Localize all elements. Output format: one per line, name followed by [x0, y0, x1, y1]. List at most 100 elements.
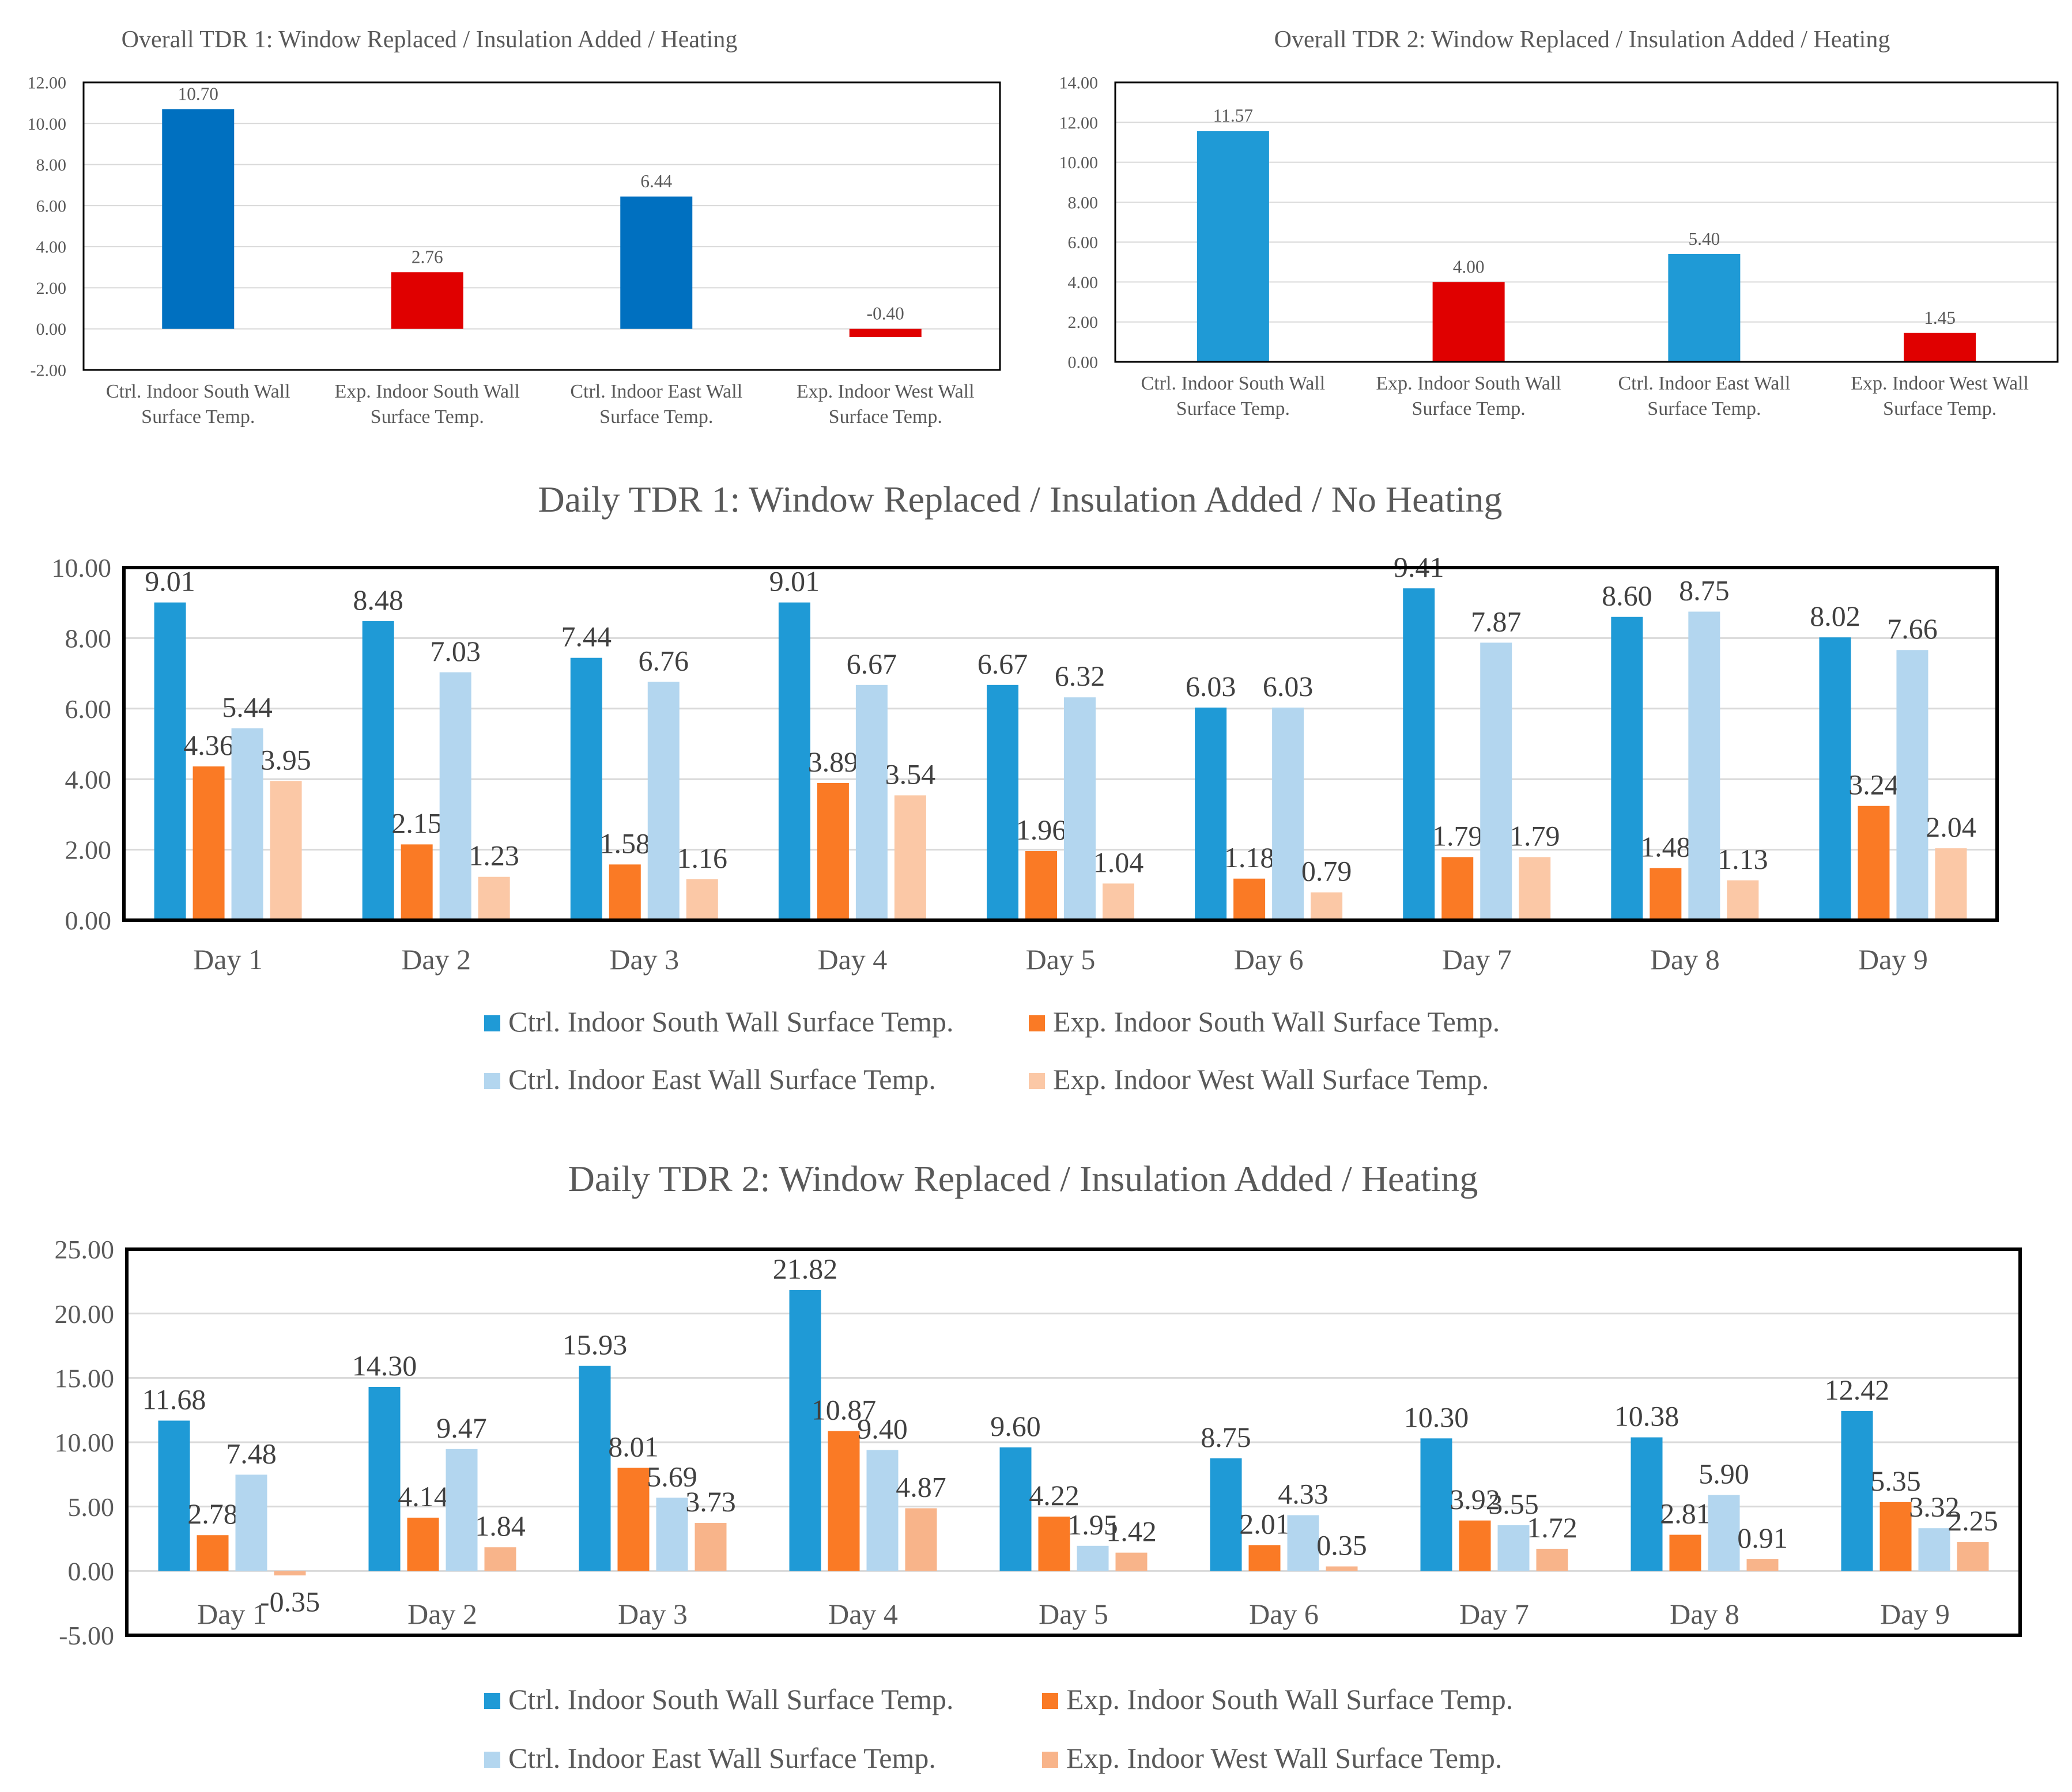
bar: [274, 1571, 306, 1576]
legend-entry: Exp. Indoor West Wall Surface Temp.: [1053, 1063, 1489, 1095]
x-category-label-cont: Surface Temp.: [829, 406, 942, 428]
data-label: 1.58: [600, 827, 651, 859]
data-label: 3.55: [1488, 1488, 1539, 1520]
bar: [1077, 1545, 1109, 1571]
bar: [401, 844, 433, 920]
data-label: 1.72: [1527, 1511, 1577, 1544]
x-category-label-cont: Surface Temp.: [1883, 398, 1996, 419]
y-tick-label: 6.00: [1068, 233, 1099, 252]
data-label: -0.35: [260, 1585, 320, 1617]
chart-title: Daily TDR 2: Window Replaced / Insulatio…: [568, 1158, 1478, 1199]
bar: [1311, 892, 1343, 920]
x-category-label: Day 6: [1234, 943, 1304, 976]
data-label: 4.14: [398, 1480, 448, 1513]
plot-frame: [125, 1247, 2022, 1637]
bar: [609, 864, 641, 920]
bar: [866, 1450, 899, 1571]
bar: [1650, 868, 1682, 920]
bar: [905, 1508, 937, 1571]
data-label: 1.96: [1016, 814, 1067, 846]
data-label: 2.15: [391, 807, 442, 839]
bar: [1819, 637, 1851, 920]
bar: [1420, 1438, 1452, 1571]
data-label: 9.47: [436, 1412, 487, 1444]
bar: [1688, 611, 1720, 920]
bar: [1841, 1411, 1873, 1571]
bar: [647, 682, 680, 920]
bar: [1441, 857, 1474, 920]
data-label: 2.04: [1926, 811, 1976, 843]
data-label: 5.40: [1689, 229, 1720, 249]
legend-entry: Ctrl. Indoor East Wall Surface Temp.: [508, 1063, 936, 1095]
data-label: 0.91: [1737, 1522, 1788, 1554]
x-category-label: Day 7: [1459, 1598, 1529, 1630]
data-label: 6.03: [1263, 670, 1314, 702]
y-tick-label: 4.00: [1068, 273, 1099, 292]
legend-swatch: [484, 1015, 500, 1031]
plot-frame: [1114, 81, 2059, 363]
data-label: 11.57: [1213, 105, 1253, 126]
data-label: 8.01: [608, 1430, 659, 1462]
data-label: 1.23: [469, 840, 519, 872]
legend-entry: Exp. Indoor West Wall Surface Temp.: [1066, 1742, 1502, 1774]
bar: [894, 795, 926, 920]
bar: [1858, 806, 1890, 920]
data-label: 6.67: [847, 648, 897, 680]
x-category-label: Ctrl. Indoor South Wall: [106, 381, 290, 402]
data-label: 1.42: [1106, 1515, 1157, 1548]
data-label: 2.81: [1660, 1498, 1711, 1530]
y-tick-label: -2.00: [31, 361, 67, 380]
data-label: 10.38: [1614, 1400, 1680, 1432]
data-label: 4.36: [183, 729, 234, 761]
y-tick-label: 14.00: [1059, 74, 1099, 93]
plot-frame: [122, 566, 1999, 922]
bar: [391, 272, 463, 329]
data-label: 10.87: [812, 1394, 877, 1426]
daily-tdr1-chart: Daily TDR 1: Window Replaced / Insulatio…: [52, 479, 1999, 1095]
data-label: 0.79: [1301, 855, 1352, 887]
x-category-label: Ctrl. Indoor East Wall: [570, 381, 742, 402]
data-label: 2.78: [187, 1498, 238, 1530]
bar: [817, 782, 849, 920]
data-label: 4.00: [1453, 256, 1485, 277]
bar: [620, 196, 693, 329]
x-category-label-cont: Surface Temp.: [1412, 398, 1526, 419]
x-category-label: Day 2: [401, 943, 471, 976]
y-tick-label: 10.00: [52, 553, 112, 583]
bar: [1727, 880, 1759, 920]
data-label: 11.68: [142, 1383, 206, 1415]
data-label: 15.93: [563, 1329, 628, 1361]
y-tick-label: 0.00: [65, 906, 112, 935]
data-label: 3.73: [685, 1485, 736, 1518]
bar: [362, 621, 394, 920]
bar: [162, 109, 235, 329]
data-label: 5.90: [1699, 1458, 1749, 1490]
x-category-label: Exp. Indoor West Wall: [797, 381, 975, 402]
bar: [235, 1475, 267, 1571]
data-label: 6.67: [977, 648, 1028, 680]
data-label: 3.95: [261, 743, 311, 776]
bar: [270, 781, 302, 920]
bar: [1115, 1552, 1148, 1571]
bar: [855, 685, 888, 920]
x-category-label: Day 6: [1249, 1598, 1319, 1630]
data-label: 3.89: [808, 746, 859, 778]
bar: [1480, 642, 1512, 920]
data-label: 3.32: [1909, 1491, 1960, 1523]
data-label: 14.30: [352, 1349, 417, 1382]
bar: [1432, 282, 1505, 362]
data-label: 1.79: [1509, 819, 1560, 852]
x-category-label: Exp. Indoor West Wall: [1851, 373, 2029, 394]
legend-entry: Ctrl. Indoor South Wall Surface Temp.: [508, 1005, 953, 1038]
data-label: 9.40: [857, 1412, 908, 1445]
y-tick-label: 4.00: [36, 238, 67, 257]
x-category-label-cont: Surface Temp.: [371, 406, 484, 428]
bar: [193, 766, 225, 920]
bar: [778, 602, 810, 920]
bar: [686, 879, 718, 920]
bar: [1197, 131, 1269, 362]
data-label: 7.44: [561, 621, 612, 653]
bar: [1497, 1525, 1530, 1571]
bar: [1195, 707, 1227, 920]
bar: [1272, 707, 1304, 920]
